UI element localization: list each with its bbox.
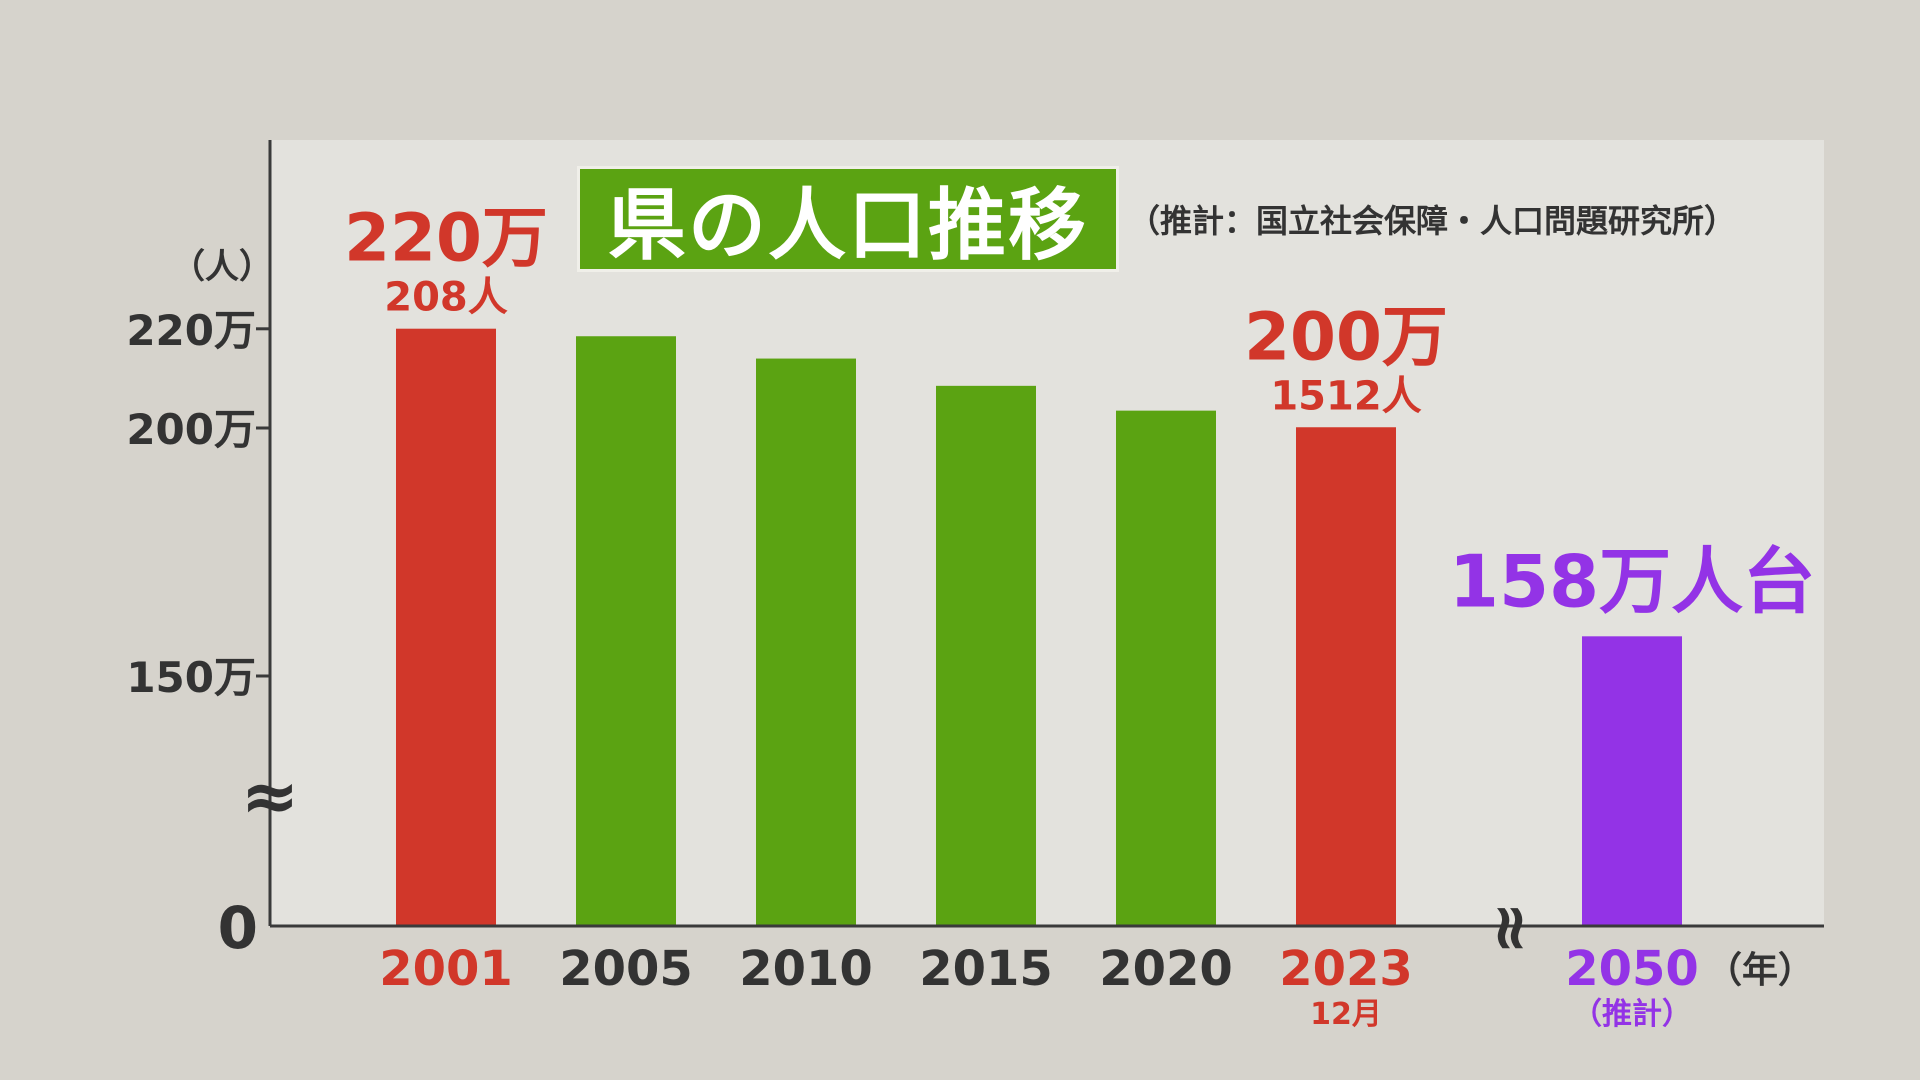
y-tick-label: 200万 bbox=[126, 405, 256, 454]
x-tick-label-2010: 2010 bbox=[739, 941, 873, 997]
x-tick-label-2023: 2023 bbox=[1279, 941, 1413, 997]
data-label-main-2001: 220万 bbox=[344, 200, 548, 277]
x-sublabel-2023: 12月 bbox=[1310, 997, 1382, 1032]
y-axis-label: （人） bbox=[171, 247, 273, 287]
bar-2023 bbox=[1296, 427, 1396, 926]
data-label-main-2050: 158万人台 bbox=[1449, 539, 1815, 623]
x-tick-label-2001: 2001 bbox=[379, 941, 513, 997]
x-tick-label-2050: 2050 bbox=[1565, 941, 1699, 997]
bar-2005 bbox=[576, 336, 676, 926]
x-axis-label: （年） bbox=[1706, 950, 1814, 991]
y-tick-label: 220万 bbox=[126, 306, 256, 355]
source-note: （推計：国立社会保障・人口問題研究所） bbox=[1128, 202, 1737, 240]
bar-2050 bbox=[1582, 636, 1682, 926]
bar-2020 bbox=[1116, 410, 1216, 926]
data-label-main-2023: 200万 bbox=[1244, 298, 1448, 375]
data-label-sub-2001: 208人 bbox=[384, 275, 508, 321]
bar-2015 bbox=[936, 385, 1036, 927]
bar-2001 bbox=[396, 328, 496, 926]
y-tick-label: 150万 bbox=[126, 653, 256, 702]
chart-title: 県の人口推移 bbox=[607, 181, 1088, 271]
x-sublabel-2050: （推計） bbox=[1572, 997, 1692, 1032]
bar-2010 bbox=[756, 358, 856, 926]
y-axis-break-symbol: ≈ bbox=[241, 755, 300, 837]
chart-title-box: 県の人口推移 bbox=[577, 166, 1119, 272]
y-tick-label-zero: 0 bbox=[218, 894, 258, 962]
x-tick-label-2005: 2005 bbox=[559, 941, 693, 997]
x-axis-break-symbol: ≈ bbox=[1474, 901, 1548, 955]
x-tick-label-2015: 2015 bbox=[919, 941, 1053, 997]
data-label-sub-2023: 1512人 bbox=[1270, 373, 1421, 419]
x-tick-label-2020: 2020 bbox=[1099, 941, 1233, 997]
